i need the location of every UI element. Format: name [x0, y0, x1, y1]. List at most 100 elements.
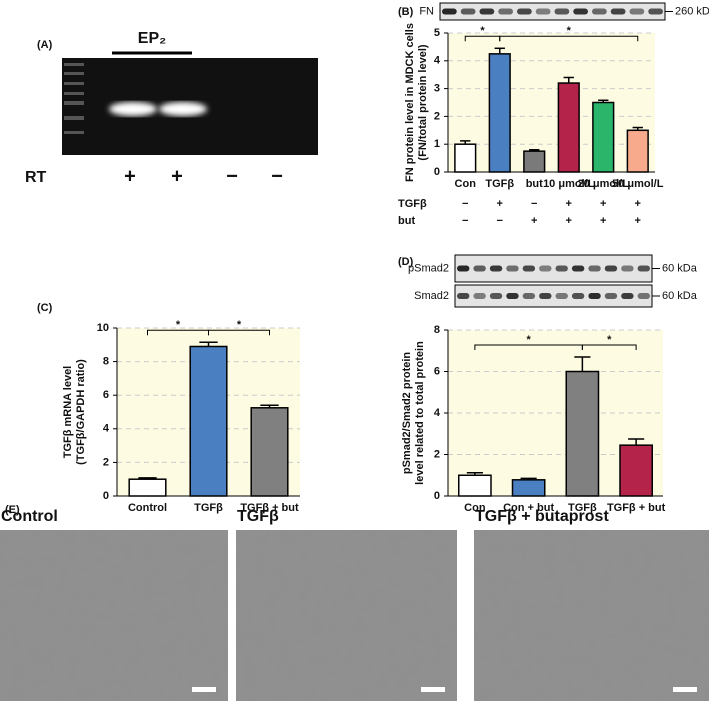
bar [128, 478, 167, 497]
treatment-sign: + [635, 215, 641, 227]
blot-band [535, 8, 551, 15]
blot-band [522, 293, 536, 299]
y-tick-label: 0 [103, 490, 109, 502]
bar [511, 479, 546, 497]
y-tick-label: 0 [434, 166, 440, 178]
bar [488, 53, 511, 173]
x-tick-label: 20 μmol/L [578, 178, 630, 190]
blot-band [554, 8, 570, 15]
blot-band [573, 8, 588, 15]
significance-label: * [607, 334, 612, 346]
bar [458, 474, 492, 497]
blot-band [460, 8, 476, 15]
micrograph-title: TGFβ [237, 508, 279, 525]
blot-label: FN [419, 5, 434, 17]
blot-band [522, 265, 536, 272]
blot-band [479, 8, 495, 15]
y-axis-label: FN protein level in MDCK cells [404, 23, 416, 182]
scale-bar [192, 687, 216, 692]
blot-band [588, 293, 601, 299]
treatment-sign: + [531, 215, 537, 227]
bar [592, 101, 615, 173]
blot-marker: 60 kDa [662, 290, 698, 302]
blot-band [517, 8, 532, 15]
blot-band [539, 293, 552, 299]
treatment-sign: − [531, 198, 537, 210]
blot-band [457, 293, 470, 299]
bar [189, 345, 228, 497]
micrograph-title: TGFβ + butaprost [475, 508, 609, 525]
micrograph-title: Control [1, 508, 58, 525]
panel-label: (E) [5, 504, 20, 516]
significance-bracket [208, 329, 270, 336]
micrograph-texture [0, 530, 228, 701]
y-tick-label: 5 [434, 27, 440, 39]
y-axis-label: level related to total protein [414, 341, 426, 485]
blot-band [604, 293, 618, 299]
bar [454, 143, 477, 173]
blot-band [571, 293, 585, 299]
blot-band [473, 265, 486, 272]
y-tick-label: 6 [103, 389, 109, 401]
y-tick-label: 2 [434, 110, 440, 122]
significance-label: * [237, 319, 242, 331]
blot-band [571, 265, 585, 272]
x-tick-label: Control [128, 502, 167, 514]
treatment-sign: − [462, 215, 468, 227]
y-tick-label: 4 [434, 407, 441, 419]
bar [565, 370, 600, 497]
significance-bracket [581, 344, 637, 350]
bar [557, 82, 580, 173]
x-tick-label: Con [455, 178, 477, 190]
x-tick-label: Con [464, 502, 486, 514]
panel-label: (C) [37, 302, 53, 314]
y-tick-label: 6 [434, 365, 440, 377]
panel-label: (B) [398, 6, 414, 18]
rt-sign: + [124, 165, 136, 187]
blot-band [457, 265, 470, 272]
bar [523, 150, 546, 173]
blot-band [621, 293, 634, 299]
treatment-sign: + [635, 198, 641, 210]
blot-band [637, 293, 650, 299]
blot-band [442, 8, 457, 15]
bar [250, 407, 289, 497]
x-tick-label: TGFβ [194, 502, 223, 514]
treatment-sign: − [497, 215, 503, 227]
blot-band [648, 8, 663, 15]
panel-a: (A) EP₂ RT [25, 30, 318, 186]
blot-band [489, 265, 503, 272]
gel-band [109, 102, 157, 116]
rt-sign: + [171, 165, 183, 187]
significance-label: * [176, 319, 181, 331]
scale-bar [673, 687, 697, 692]
blot-band [604, 265, 618, 272]
significance-bracket [499, 35, 639, 42]
micrograph-texture [236, 530, 457, 701]
y-tick-label: 2 [434, 448, 440, 460]
blot-band [637, 265, 650, 272]
treatment-sign: + [566, 198, 572, 210]
blot-band [621, 265, 634, 272]
y-tick-label: 4 [103, 423, 110, 435]
x-tick-label: Con + but [503, 502, 554, 514]
y-tick-label: 0 [434, 490, 440, 502]
x-tick-label: TGFβ + but [607, 502, 666, 514]
y-axis-label: TGFβ mRNA level [62, 366, 74, 459]
y-tick-label: 4 [434, 55, 441, 67]
blot-band [498, 8, 513, 15]
x-tick-label: TGFβ [568, 502, 597, 514]
x-tick-label: 50 μmol/L [612, 178, 664, 190]
blot-marker: 260 kDa [675, 5, 709, 17]
blot-label: pSmad2 [408, 262, 449, 274]
blot-band [555, 265, 568, 272]
blot-band [610, 8, 626, 15]
gel-band [159, 102, 207, 116]
x-tick-label: TGFβ + but [240, 502, 299, 514]
blot [454, 254, 653, 283]
y-tick-label: 10 [97, 322, 109, 334]
y-axis-label: (FN/total protein level) [417, 44, 429, 160]
blot-band [506, 265, 519, 272]
panel-e: (E) [5, 504, 20, 516]
